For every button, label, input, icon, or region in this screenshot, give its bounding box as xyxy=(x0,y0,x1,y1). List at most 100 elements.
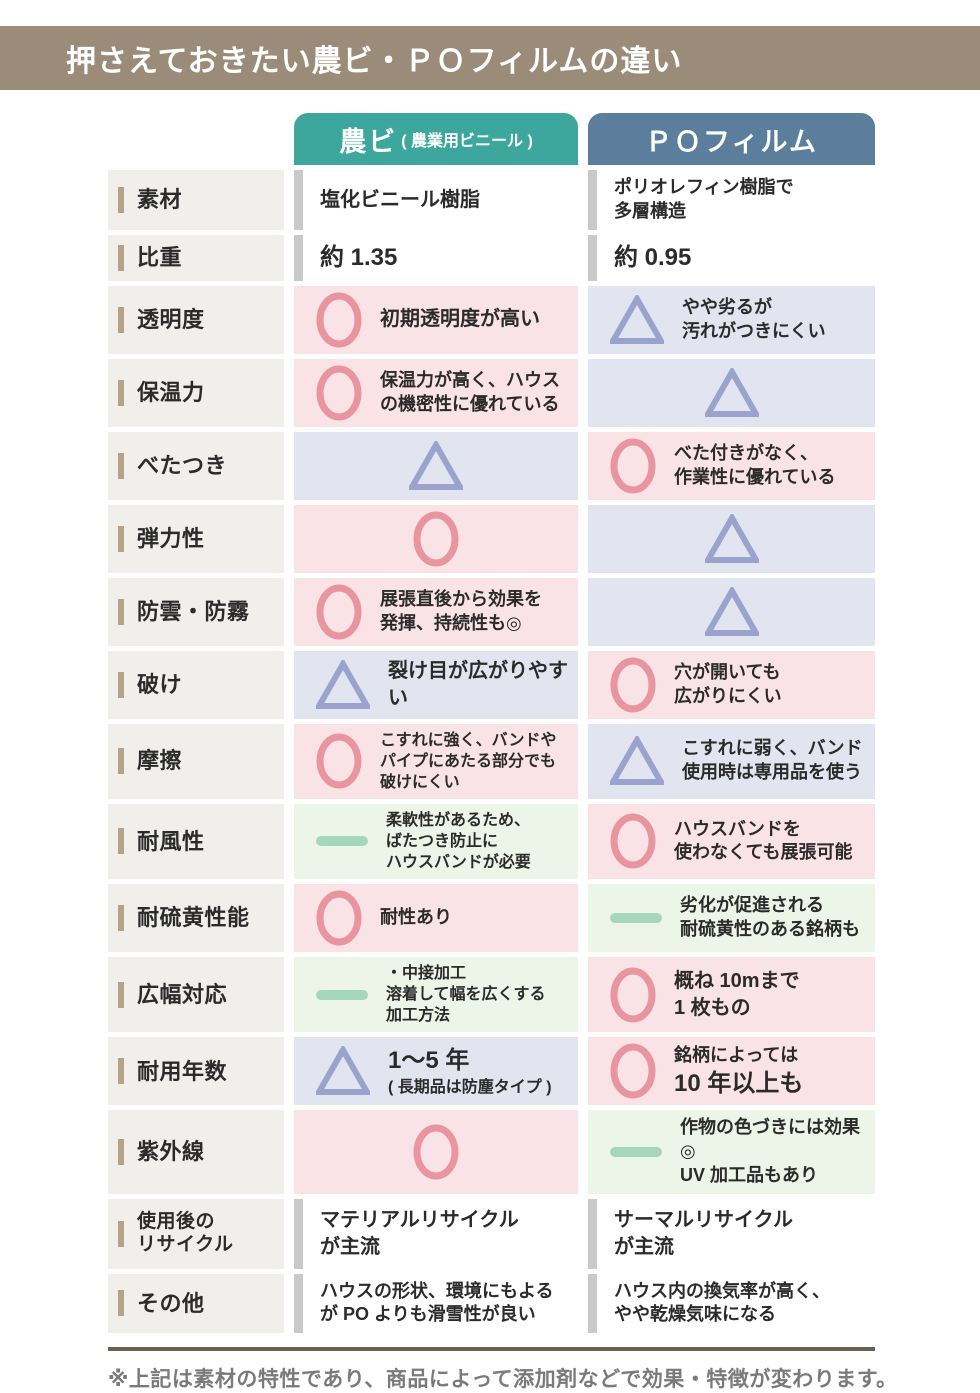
row-label: 保温力 xyxy=(108,358,284,427)
cell-text: 概ね 10mまで 1 枚もの xyxy=(674,968,800,1021)
cell-text: べた付きがなく、 作業性に優れている xyxy=(674,442,835,490)
cell-text-line: が主流 xyxy=(320,1235,380,1258)
cell-text-line: 保温力が高く、ハウス xyxy=(380,369,560,390)
cell-text: サーマルリサイクル が主流 xyxy=(614,1207,793,1260)
po-cell: 概ね 10mまで 1 枚もの xyxy=(588,957,875,1033)
cell-text: 約 1.35 xyxy=(320,242,397,274)
row-label: 使用後の リサイクル xyxy=(108,1198,284,1269)
cell-text-line: 広がりにくい xyxy=(674,685,782,706)
triangle-icon xyxy=(610,736,664,786)
cell-text: 劣化が促進される 耐硫黄性のある銘柄も xyxy=(680,894,860,942)
nobi-cell xyxy=(294,504,578,573)
row-label-text: 使用後の リサイクル xyxy=(137,1211,234,1255)
nobi-cell: ・中接加工溶着して幅を広くする 加工方法 xyxy=(294,957,578,1033)
circle-icon xyxy=(316,733,362,789)
cell-text-line: ポリオレフィン樹脂で xyxy=(614,177,794,197)
cell-text-line: UV 加工品もあり xyxy=(680,1164,819,1185)
nobi-label: 農ビ xyxy=(339,126,398,157)
nobi-cell xyxy=(294,1110,578,1194)
cell-text: 耐性あり xyxy=(380,906,452,930)
cell-text-line: 作業性に優れている xyxy=(674,466,836,487)
cell-text: 塩化ビニール樹脂 xyxy=(320,187,480,213)
cell-text-line: べた付きがなく、 xyxy=(674,442,818,463)
row-label-text: 比重 xyxy=(137,244,183,270)
row-label-text: 破け xyxy=(137,671,183,697)
po-cell: べた付きがなく、 作業性に優れている xyxy=(588,431,875,500)
row-label-text: 摩擦 xyxy=(137,748,183,774)
cell-text: こすれに弱く、バンド 使用時は専用品を使う xyxy=(682,737,863,785)
cell-text-line: 10 年以上も xyxy=(674,1069,804,1097)
cell-text-line: 1 枚もの xyxy=(674,996,751,1019)
page-title: 押さえておきたい農ビ・ＰＯフィルムの違い xyxy=(66,45,683,78)
dash-icon xyxy=(316,989,368,1000)
triangle-icon xyxy=(316,659,370,709)
cell-text-line: ハウスバンドを xyxy=(674,818,801,839)
comparison-table: 農ビ ( 農業用ビニール ) ＰＯフィルム 素材 塩化ビニール樹脂 ポリオレフィン樹… xyxy=(108,113,875,1334)
nobi-cell: 展張直後から効果を 発揮、持続性も◎ xyxy=(294,577,578,646)
header-spacer xyxy=(108,113,284,165)
label-tick-icon xyxy=(118,981,124,1008)
nobi-cell: マテリアルリサイクル が主流 xyxy=(294,1198,578,1269)
cell-text-line: 使わなくても展張可能 xyxy=(674,842,853,863)
cell-text: 裂け目が広がりやすい xyxy=(388,658,570,711)
cell-text-line: ( 長期品は防塵タイプ ) xyxy=(388,1078,552,1096)
cell-text-line: の機密性に優れている xyxy=(380,393,560,414)
cell-text-line: 破けにくい xyxy=(380,773,460,791)
cell-text-line: 劣化が促進される xyxy=(680,895,824,916)
nobi-cell: 約 1.35 xyxy=(294,234,578,281)
column-header-nobi: 農ビ ( 農業用ビニール ) xyxy=(294,113,578,165)
row-label-text: 広幅対応 xyxy=(137,981,228,1007)
label-tick-icon xyxy=(118,905,124,932)
circle-icon xyxy=(610,967,656,1023)
row-label: 弾力性 xyxy=(108,504,284,573)
po-cell: ハウス内の換気率が高く、 やや乾燥気味になる xyxy=(588,1273,875,1334)
po-cell: サーマルリサイクル が主流 xyxy=(588,1198,875,1269)
cell-text-line: こすれに強く、バンドや xyxy=(380,731,557,749)
po-cell: ポリオレフィン樹脂で 多層構造 xyxy=(588,170,875,230)
label-tick-icon xyxy=(118,1290,124,1317)
circle-icon xyxy=(316,292,362,347)
cell-text-line: ・中接加工 xyxy=(386,965,467,983)
cell-text: やや劣るが 汚れがつきにくい xyxy=(682,296,826,344)
cell-text-line: 作物の色づきには効果◎ xyxy=(680,1117,860,1162)
cell-text: こすれに強く、バンドや パイプにあたる部分でも 破けにくい xyxy=(380,730,556,793)
triangle-icon xyxy=(316,1046,370,1096)
cell-text-line: ハウスの形状、環境にもよる xyxy=(320,1280,554,1301)
label-tick-icon xyxy=(118,186,124,213)
cell-text-line: 加工方法 xyxy=(386,1007,451,1025)
cell-text: ハウスバンドを使わなくても展張可能 xyxy=(674,818,853,866)
nobi-cell: 耐性あり xyxy=(294,884,578,953)
row-label-text: 弾力性 xyxy=(137,525,205,551)
cell-text-line: 展張直後から効果を xyxy=(380,588,542,609)
cell-text-line: 柔軟性があるため、 xyxy=(386,811,531,829)
cell-text: 銘柄によっては 10 年以上も xyxy=(674,1044,803,1099)
row-label-text: 耐硫黄性能 xyxy=(137,905,250,931)
circle-icon xyxy=(316,890,362,946)
cell-text: ポリオレフィン樹脂で 多層構造 xyxy=(614,176,794,224)
dash-icon xyxy=(610,913,662,924)
dash-icon xyxy=(610,1147,662,1158)
nobi-cell: こすれに強く、バンドや パイプにあたる部分でも 破けにくい xyxy=(294,723,578,799)
cell-text-line: 溶着して幅を広くする xyxy=(386,986,546,1004)
row-label: 防雲・防霧 xyxy=(108,577,284,646)
nobi-cell: 柔軟性があるため、 ばたつき防止に ハウスバンドが必要 xyxy=(294,803,578,880)
row-label: 紫外線 xyxy=(108,1110,284,1194)
cell-text-line: 発揮、持続性も◎ xyxy=(380,612,522,633)
po-cell: 劣化が促進される 耐硫黄性のある銘柄も xyxy=(588,884,875,953)
row-label: 破け xyxy=(108,650,284,719)
triangle-icon xyxy=(704,367,759,417)
cell-text: 展張直後から効果を 発揮、持続性も◎ xyxy=(380,588,542,636)
cell-text-line: 汚れがつきにくい xyxy=(682,320,826,341)
po-cell xyxy=(588,577,875,646)
cell-text-line: 多層構造 xyxy=(614,200,686,221)
cell-text-line: 1～5 年 xyxy=(388,1047,470,1075)
label-tick-icon xyxy=(118,671,124,698)
row-label: べたつき xyxy=(108,431,284,500)
cell-text: 初期透明度が高い xyxy=(380,306,540,332)
circle-icon xyxy=(610,657,656,712)
label-tick-icon xyxy=(118,452,124,479)
nobi-cell: 1～5 年 ( 長期品は防塵タイプ ) xyxy=(294,1037,578,1106)
cell-text: ・中接加工溶着して幅を広くする 加工方法 xyxy=(386,963,546,1026)
cell-text-line: パイプにあたる部分でも xyxy=(380,752,557,770)
cell-text: 作物の色づきには効果◎ UV 加工品もあり xyxy=(680,1116,867,1187)
